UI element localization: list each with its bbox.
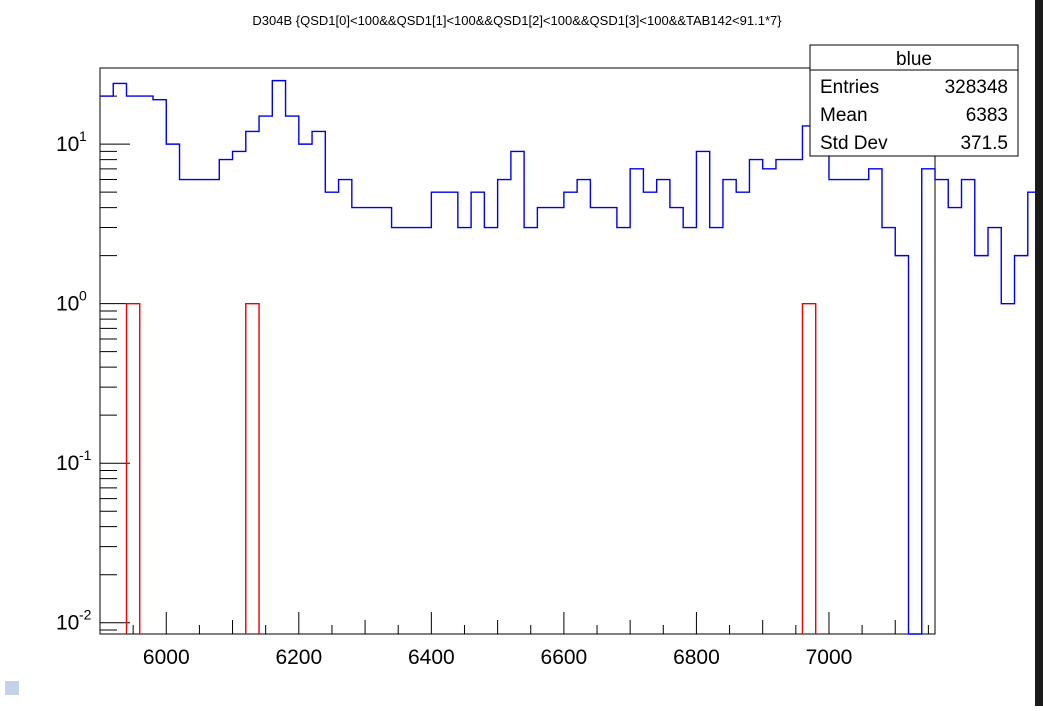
stats-box-frame — [809, 44, 1019, 157]
canvas-corner-marker — [5, 681, 19, 695]
x-tick-label: 6200 — [275, 646, 322, 669]
y-tick-exponent: -1 — [79, 447, 92, 463]
stats-mean-label: Mean — [820, 105, 868, 126]
series-red-bin — [801, 302, 817, 634]
series-red-bin — [125, 302, 141, 634]
series-layer — [100, 79, 1042, 635]
stats-box: blue Entries 328348 Mean 6383 Std Dev 37… — [809, 44, 1019, 157]
x-tick-label: 7000 — [806, 646, 853, 669]
stats-stddev-label: Std Dev — [820, 133, 888, 154]
x-tick-label: 6000 — [143, 646, 190, 669]
series-blue-histogram — [100, 79, 1042, 635]
chart-title: D304B {QSD1[0]<100&&QSD1[1]<100&&QSD1[2]… — [252, 13, 782, 28]
x-tick-label: 6800 — [673, 646, 720, 669]
y-tick-exponent: -2 — [79, 607, 92, 623]
x-tick-label: 6600 — [541, 646, 588, 669]
y-tick-label: 10 — [56, 133, 79, 156]
stats-stddev-value: 371.5 — [960, 133, 1008, 154]
axis-ticks — [99, 67, 929, 634]
stats-entries-value: 328348 — [945, 77, 1008, 98]
x-tick-label: 6400 — [408, 646, 455, 669]
y-tick-label: 10 — [56, 293, 79, 316]
y-tick-exponent: 0 — [79, 288, 87, 304]
window-edge — [1035, 0, 1043, 706]
stats-entries-label: Entries — [820, 77, 879, 98]
stats-box-title: blue — [896, 49, 932, 70]
series-red-bin — [245, 302, 260, 634]
y-tick-exponent: 1 — [79, 128, 87, 144]
stats-mean-value: 6383 — [966, 105, 1008, 126]
y-tick-label: 10 — [56, 452, 79, 475]
y-tick-label: 10 — [56, 612, 79, 635]
plot-frame — [99, 67, 936, 635]
